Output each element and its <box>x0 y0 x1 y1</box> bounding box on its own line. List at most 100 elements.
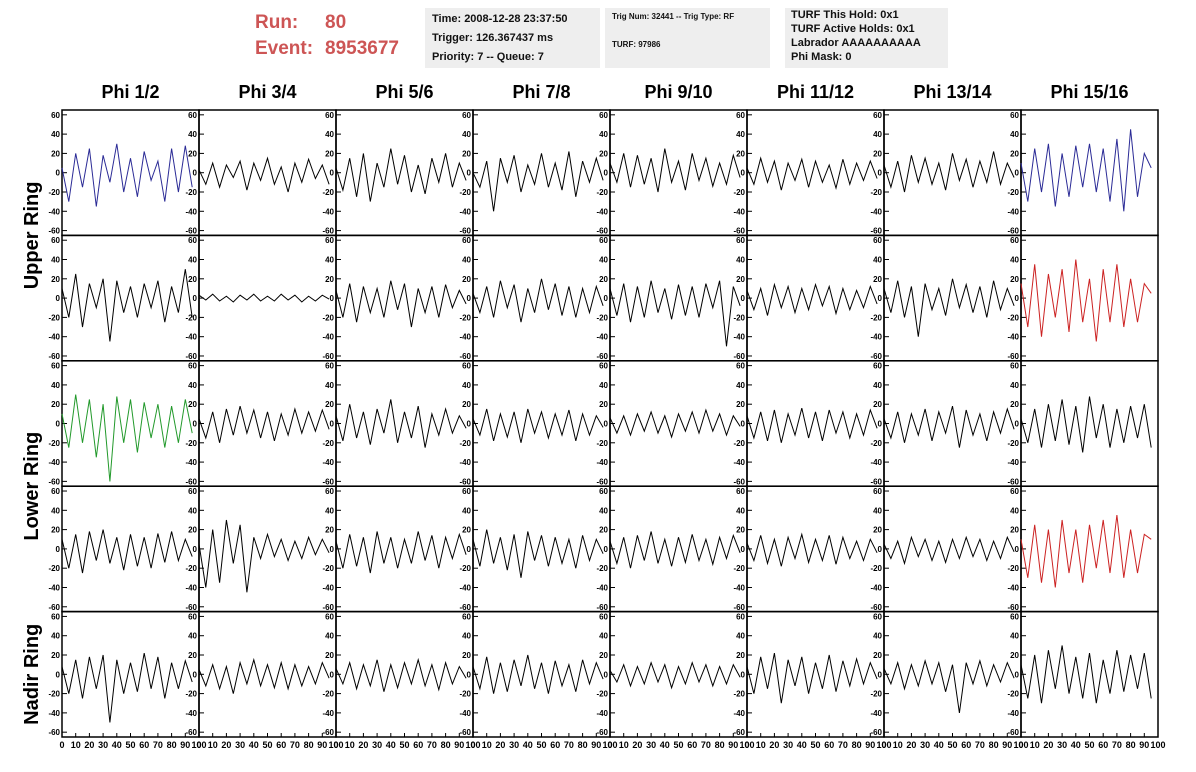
y-tick-label: -60 <box>322 728 334 737</box>
waveform <box>198 293 330 303</box>
panel-frame <box>883 485 1022 613</box>
info-line: TURF: 97986 <box>612 40 661 49</box>
x-tick-label: 100 <box>328 740 343 750</box>
event-number: 8953677 <box>325 38 399 59</box>
y-tick-label: 60 <box>873 487 882 496</box>
y-tick-label: 0 <box>193 169 198 178</box>
y-tick-label: 20 <box>873 275 882 284</box>
x-tick-label: 0 <box>470 740 475 750</box>
waveform <box>609 531 741 569</box>
info-line: Priority: 7 -- Queue: 7 <box>432 51 544 63</box>
x-tick-label: 80 <box>852 740 862 750</box>
column-title: Phi 7/8 <box>512 82 570 102</box>
waveform <box>198 156 330 193</box>
y-tick-label: 60 <box>325 111 334 120</box>
panel-frame <box>198 234 337 362</box>
y-tick-label: 40 <box>1010 256 1019 265</box>
y-tick-label: 40 <box>51 256 60 265</box>
panel-frame <box>1020 234 1159 362</box>
y-tick-label: 0 <box>467 169 472 178</box>
y-tick-label: -40 <box>459 207 471 216</box>
y-tick-label: 0 <box>604 294 609 303</box>
column-title: Phi 13/14 <box>913 82 991 102</box>
panel-frame <box>198 109 337 237</box>
y-tick-label: -20 <box>48 564 60 573</box>
row-label: Upper Ring <box>21 182 43 290</box>
y-tick-label: -40 <box>733 207 745 216</box>
x-tick-label: 70 <box>564 740 574 750</box>
panel-frame <box>746 234 885 362</box>
y-tick-label: -40 <box>322 583 334 592</box>
x-tick-label: 100 <box>876 740 891 750</box>
x-tick-label: 60 <box>139 740 149 750</box>
y-tick-label: 20 <box>325 526 334 535</box>
y-tick-label: 20 <box>873 400 882 409</box>
x-tick-label: 80 <box>989 740 999 750</box>
y-tick-label: 20 <box>873 526 882 535</box>
event-label: Event: <box>255 38 314 59</box>
y-tick-label: -20 <box>870 439 882 448</box>
y-tick-label: 60 <box>1010 362 1019 371</box>
y-tick-label: 0 <box>878 545 883 554</box>
y-tick-label: 40 <box>188 632 197 641</box>
y-tick-label: 20 <box>1010 526 1019 535</box>
waveform <box>1020 515 1152 588</box>
x-tick-label: 10 <box>345 740 355 750</box>
x-tick-label: 80 <box>715 740 725 750</box>
y-tick-label: 0 <box>330 294 335 303</box>
y-tick-label: -40 <box>1007 458 1019 467</box>
column-title: Phi 1/2 <box>101 82 159 102</box>
x-tick-label: 20 <box>221 740 231 750</box>
y-tick-label: -40 <box>870 583 882 592</box>
y-tick-label: 20 <box>51 651 60 660</box>
panel-frame <box>61 234 200 362</box>
y-tick-label: 20 <box>1010 275 1019 284</box>
y-tick-label: -20 <box>733 313 745 322</box>
waveform <box>335 399 467 448</box>
y-tick-label: 40 <box>1010 506 1019 515</box>
y-tick-label: -40 <box>596 583 608 592</box>
x-tick-label: 90 <box>1139 740 1149 750</box>
info-line: Trig Num: 32441 -- Trig Type: RF <box>612 12 735 21</box>
x-tick-label: 0 <box>59 740 64 750</box>
y-tick-label: 60 <box>873 612 882 621</box>
x-tick-label: 90 <box>454 740 464 750</box>
y-tick-label: 20 <box>736 651 745 660</box>
panel-frame <box>746 360 885 487</box>
y-tick-label: 60 <box>736 236 745 245</box>
y-tick-label: 40 <box>462 506 471 515</box>
panel-frame <box>61 109 200 237</box>
y-tick-label: -60 <box>185 477 197 486</box>
y-tick-label: 0 <box>56 294 61 303</box>
y-tick-label: 20 <box>325 651 334 660</box>
y-tick-label: 40 <box>51 506 60 515</box>
panel-frame <box>61 610 200 738</box>
x-tick-label: 50 <box>947 740 957 750</box>
y-tick-label: 20 <box>599 651 608 660</box>
y-tick-label: -40 <box>322 333 334 342</box>
x-tick-label: 80 <box>578 740 588 750</box>
x-tick-label: 20 <box>906 740 916 750</box>
y-tick-label: 40 <box>873 256 882 265</box>
y-tick-label: -60 <box>185 227 197 236</box>
y-tick-label: 40 <box>599 130 608 139</box>
y-tick-label: 60 <box>599 612 608 621</box>
y-tick-label: 40 <box>736 632 745 641</box>
y-tick-label: 40 <box>325 632 334 641</box>
y-tick-label: 60 <box>873 111 882 120</box>
waveform <box>335 280 467 328</box>
x-tick-label: 100 <box>1150 740 1165 750</box>
y-tick-label: -40 <box>185 207 197 216</box>
y-tick-label: 20 <box>51 400 60 409</box>
panel-frame <box>883 610 1022 738</box>
y-tick-label: 20 <box>873 149 882 158</box>
waveform <box>746 407 878 443</box>
y-tick-label: -40 <box>1007 583 1019 592</box>
y-tick-label: 60 <box>462 111 471 120</box>
x-tick-label: 50 <box>673 740 683 750</box>
x-tick-label: 60 <box>961 740 971 750</box>
y-tick-label: -20 <box>1007 188 1019 197</box>
waveform <box>472 151 604 212</box>
x-tick-label: 0 <box>607 740 612 750</box>
y-tick-label: -60 <box>459 227 471 236</box>
